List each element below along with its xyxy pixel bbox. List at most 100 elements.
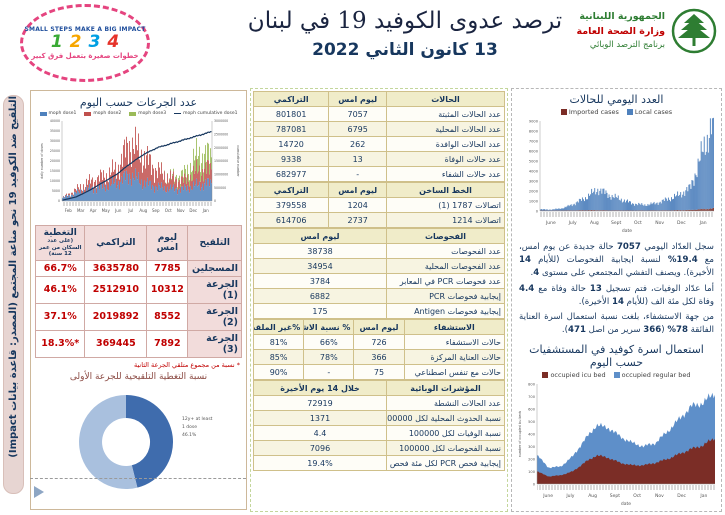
cell-coverage: 46.1%	[34, 275, 86, 304]
svg-text:daily number of doses: daily number of doses	[40, 143, 44, 179]
svg-text:2500000: 2500000	[214, 133, 228, 137]
cell-value: 175	[252, 303, 388, 319]
table-row: اتصالات 1787 (1) 1204 379558	[252, 197, 505, 213]
cell-label: عدد حالات الوفاة	[386, 151, 505, 167]
cell-yesterday: 6795	[328, 121, 388, 137]
cell-cumulative: 2512910	[84, 275, 148, 304]
ministry-line3: برنامج الترصد الوبائي	[589, 39, 665, 50]
cell-yesterday: -	[328, 166, 388, 182]
svg-text:12y+ at least: 12y+ at least	[182, 416, 213, 422]
svg-text:20000: 20000	[49, 159, 59, 163]
coverage-label: التغطية	[43, 228, 77, 238]
table-row: المسجلين 7785 3635780 66.7%	[34, 259, 242, 277]
hotline-table: الخط الساخن ليوم امس التراكمي اتصالات 17…	[252, 182, 505, 228]
cell-value: 72919	[252, 395, 388, 411]
ministry-line1: الجمهورية اللبنانية	[579, 11, 665, 23]
col-yesterday: ليوم امس	[353, 319, 405, 335]
svg-text:7000: 7000	[528, 139, 538, 143]
campaign-slogan-ar: خطوات صغيرة بتعمل فرق كبير	[31, 52, 139, 60]
cases-header: الحالات ليوم امس التراكمي	[252, 91, 505, 107]
svg-text:Oct: Oct	[164, 208, 171, 213]
number-2-icon: 2	[69, 32, 82, 52]
cell-label: حالات مع تنفس اصطناعي	[403, 364, 506, 380]
cell-yesterday: 1204	[328, 197, 388, 213]
cell-label: عدد الحالات المحلية	[386, 121, 505, 137]
section-indicators: المؤشرات الوبائية	[386, 380, 505, 396]
cell-yesterday: 7785	[146, 259, 189, 277]
daily-cases-chart: 0 1000 2000 3000 4000 5000 6000 7000 8000 9000 Jun…	[528, 117, 714, 234]
cell-value: 34954	[252, 258, 388, 274]
col-yesterday: ليوم امس	[328, 91, 388, 107]
svg-text:30000: 30000	[49, 139, 59, 143]
svg-text:25000: 25000	[49, 149, 59, 153]
table-row: عدد الحالات النشطة 72919	[252, 395, 505, 411]
table-row: نسبة الوفيات لكل 100000 4.4	[252, 425, 505, 441]
legend-item: moph dose1	[39, 111, 76, 116]
coverage-donut-chart: 12y+ at least 1 dose 46.1%	[78, 394, 213, 489]
svg-text:0: 0	[532, 483, 535, 487]
cell-value: 38738	[252, 243, 388, 259]
section-cases: الحالات	[386, 91, 505, 107]
table-row: عدد حالات الشفاء -682977	[252, 166, 505, 182]
table-row: الجرعة (3) 7892 369445 *18.3%	[34, 329, 242, 358]
cases-table: الحالات ليوم امس التراكمي عدد الحالات ال…	[252, 91, 505, 182]
cell-label: حالات الاستشفاء	[403, 334, 506, 350]
doses-chart: 0 5000 10000 15000 20000 25000 30000 35000 40000…	[40, 119, 240, 213]
hotline-header: الخط الساخن ليوم امس التراكمي	[252, 182, 505, 198]
svg-text:Aug: Aug	[588, 493, 597, 499]
vaccination-ribbon-label: التلقيح ضد الكوفيد 19 نحو مناعة المجتمع …	[8, 96, 19, 458]
table-row: عدد الفحوصات 38738	[252, 243, 505, 259]
svg-text:Jul: Jul	[127, 208, 133, 213]
hospitalization-header: الاستشفاء ليوم امس % نسبة الاشغال %غير ا…	[252, 319, 506, 335]
svg-text:number of occupied icu beds: number of occupied icu beds	[518, 411, 522, 458]
svg-text:Nov: Nov	[176, 208, 184, 213]
svg-text:3000: 3000	[528, 179, 538, 183]
table-row: حالات مع تنفس اصطناعي 75-90%	[252, 364, 506, 380]
tests-table: الفحوصات ليوم امس عدد الفحوصات 38738 عدد ا…	[252, 228, 505, 319]
cell-label: إيجابية فحوصات PCR	[386, 288, 505, 304]
svg-text:1000: 1000	[528, 199, 538, 203]
cell-coverage: *18.3%	[34, 329, 86, 358]
svg-text:May: May	[101, 208, 110, 213]
cedar-tree-icon	[671, 8, 717, 54]
cell-yesterday: 13	[328, 151, 388, 167]
svg-text:Dec: Dec	[677, 493, 686, 499]
svg-text:date: date	[620, 501, 630, 507]
legend-label: Imported cases	[568, 108, 619, 116]
svg-text:Apr: Apr	[89, 208, 96, 213]
table-row: إيجابية فحص PCR لكل مئة فحص 19.4%	[252, 455, 505, 471]
cell-label: اتصالات 1214	[386, 212, 505, 228]
cell-value: 6882	[252, 288, 388, 304]
svg-text:date: date	[621, 228, 631, 234]
col-yesterday: ليوم امس	[252, 228, 388, 244]
coverage-note: (على عدد السكان من عمر 12 سنة)	[38, 238, 82, 258]
vaccination-table: التلقيح ليوم امس التراكمي التغطية (على ع…	[34, 225, 242, 358]
col-coverage: التغطية (على عدد السكان من عمر 12 سنة)	[34, 225, 86, 261]
legend-label: moph dose2	[93, 111, 122, 116]
svg-text:cumulative number: cumulative number	[236, 145, 240, 177]
cell-label: عدد الحالات النشطة	[386, 395, 505, 411]
cell-label: عدد الحالات الوافدة	[386, 136, 505, 152]
cell-cumulative: 682977	[252, 166, 330, 182]
summary-paragraph-deaths: أما عدّاد الوفيات، فتم تسجيل 13 حالة وفا…	[519, 283, 714, 307]
cell-cumulative: 3635780	[84, 259, 148, 277]
legend-swatch-icon	[174, 112, 182, 115]
svg-text:Sept: Sept	[609, 493, 619, 499]
table-row: عدد الحالات الوافدة 262 14720	[252, 136, 505, 152]
table-row: عدد فحوصات PCR في المعابر 3784	[252, 273, 505, 289]
vaccination-ribbon	[3, 95, 24, 494]
section-hospitalization: الاستشفاء	[403, 319, 506, 335]
beds-chart: 0 100 200 300 400 500 600 700 800 June July Aug Sept…	[518, 383, 715, 507]
table-row: عدد الحالات المحلية 6795 787081	[252, 121, 505, 137]
svg-text:700: 700	[528, 395, 536, 399]
svg-text:July: July	[567, 220, 576, 226]
beds-chart-title: استعمال اسرة كوفيد في المستشفيات حسب الي…	[529, 343, 704, 370]
table-row: حالات الاستشفاء 726 66% 81%	[252, 334, 506, 350]
legend-swatch-icon	[129, 111, 137, 116]
svg-text:6000: 6000	[528, 149, 538, 153]
campaign-slogan-en: SMALL STEPS MAKE A BIG IMPACT	[24, 26, 146, 33]
table-row: نسبة الحدوث المحلية لكل 1000001371	[252, 410, 505, 426]
table-row: حالات العناية المركزة 366 78% 85%	[252, 349, 506, 365]
cell-value: 3784	[252, 273, 388, 289]
